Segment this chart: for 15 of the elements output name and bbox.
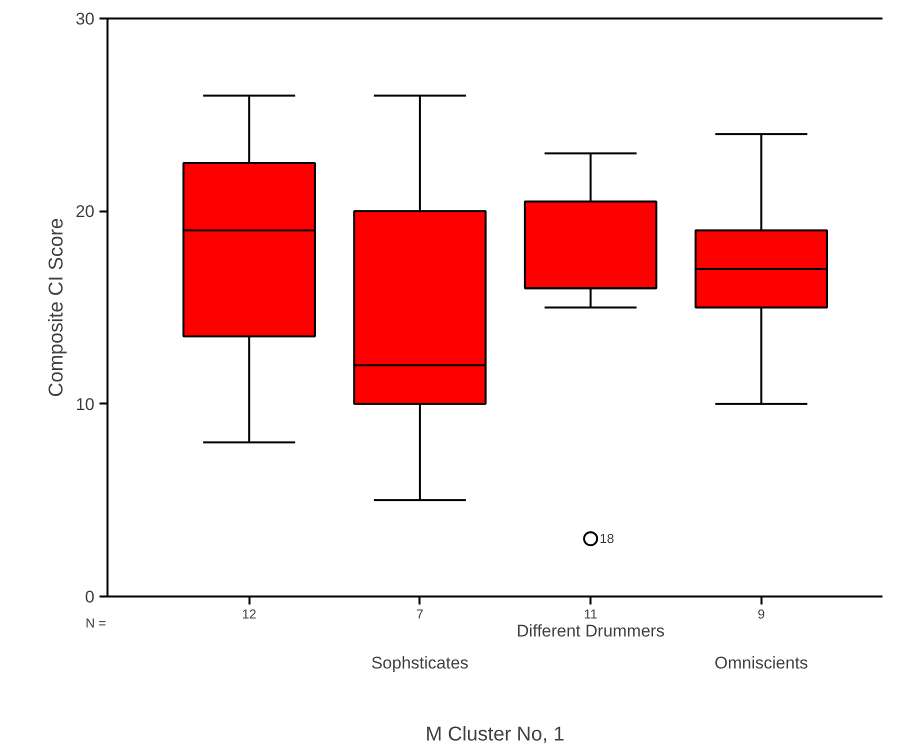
- x-axis-title: M Cluster No, 1: [426, 724, 564, 746]
- y-tick-label: 10: [76, 394, 95, 414]
- y-axis-title: Composite CI Score: [46, 218, 68, 397]
- y-tick-label: 20: [76, 202, 95, 222]
- text: 9: [758, 606, 765, 622]
- x-tick-label: Sophsticates: [371, 654, 469, 672]
- annotation: 18: [600, 531, 614, 546]
- y-tick-label: 0: [85, 588, 95, 606]
- text: 11: [584, 606, 598, 622]
- x-tick-label: Different Drummers: [516, 622, 665, 640]
- x-tick-label: Omniscients: [714, 654, 808, 672]
- text: N =: [86, 616, 106, 630]
- text: 7: [416, 606, 424, 622]
- text: 12: [242, 606, 256, 622]
- y-tick-label: 30: [76, 10, 95, 28]
